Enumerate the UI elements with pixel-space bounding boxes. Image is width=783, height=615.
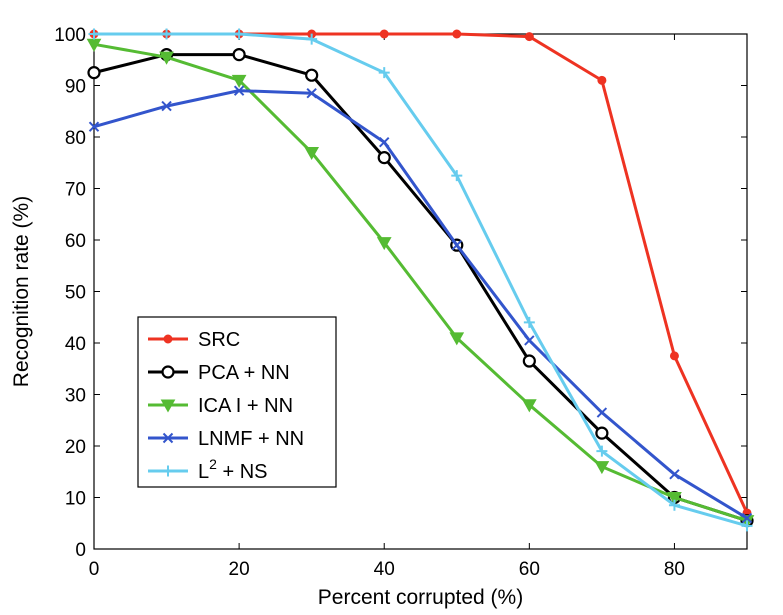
- data-point: [379, 136, 390, 148]
- legend-item: L2 + NS: [148, 456, 268, 483]
- data-point: [521, 399, 537, 413]
- data-point: [377, 151, 391, 165]
- series-line: [93, 53, 748, 523]
- legend-item: ICA I + NN: [148, 395, 293, 417]
- legend-marker: [160, 399, 176, 413]
- y-tick-label: 90: [65, 77, 86, 98]
- data-point: [596, 407, 608, 418]
- series-line: [93, 42, 748, 523]
- axes: 0 20 40 60 80 0 10 20 30 40 50 60 70 80 90 100: [54, 25, 748, 580]
- data-point: [376, 237, 392, 251]
- legend-marker: [161, 365, 175, 379]
- y-tick-label: 30: [65, 386, 86, 407]
- data-point: [451, 239, 462, 251]
- legend-label: LNMF + NN: [198, 428, 304, 450]
- legend-item: LNMF + NN: [148, 428, 304, 450]
- legend-label: PCA + NN: [198, 362, 290, 384]
- x-tick-label: 0: [89, 559, 100, 580]
- data-point: [159, 51, 174, 65]
- series-line: [94, 32, 748, 528]
- y-axis-label: Recognition rate (%): [10, 196, 33, 387]
- data-point: [449, 332, 465, 346]
- legend-item: PCA + NN: [148, 362, 290, 384]
- data-point: [594, 461, 610, 475]
- series-3: [88, 85, 753, 524]
- data-point: [741, 520, 753, 532]
- y-tick-label: 40: [65, 334, 86, 355]
- y-tick-label: 50: [65, 283, 86, 304]
- legend-item: SRC: [148, 329, 240, 351]
- data-point: [597, 75, 607, 85]
- data-point: [451, 170, 463, 182]
- data-point: [522, 354, 536, 368]
- data-point: [305, 68, 319, 82]
- data-point: [668, 499, 680, 511]
- legend-label: ICA I + NN: [198, 395, 293, 417]
- y-tick-label: 80: [65, 128, 86, 149]
- data-point: [452, 29, 462, 39]
- data-point: [231, 74, 247, 88]
- y-tick-label: 100: [54, 25, 86, 46]
- data-point: [669, 469, 680, 480]
- data-point: [233, 85, 245, 96]
- data-point: [669, 351, 679, 361]
- legend-marker: [163, 334, 173, 344]
- y-tick-label: 70: [65, 180, 86, 201]
- legend-marker: [162, 465, 174, 477]
- data-point: [304, 146, 320, 160]
- data-point: [233, 28, 245, 40]
- data-point: [232, 47, 246, 62]
- legend-box: [137, 316, 337, 488]
- data-point: [161, 28, 173, 40]
- data-point: [88, 28, 100, 40]
- x-tick-label: 60: [519, 559, 540, 580]
- series-4: [88, 28, 753, 532]
- data-point: [378, 67, 390, 79]
- series-line: [93, 89, 748, 520]
- data-point: [595, 426, 609, 440]
- data-point: [88, 121, 100, 132]
- y-tick-label: 60: [65, 231, 86, 252]
- x-tick-label: 80: [664, 559, 685, 580]
- data-point: [524, 335, 535, 346]
- data-point: [667, 492, 682, 506]
- x-axis-label: Percent corrupted (%): [318, 586, 523, 609]
- legend: SRC PCA + NN ICA I + NN LNMF + NN L2 + NS: [137, 316, 337, 488]
- series-group: [86, 28, 755, 532]
- data-point: [87, 66, 101, 80]
- data-point: [523, 316, 535, 328]
- data-point: [379, 29, 389, 39]
- x-tick-label: 40: [374, 559, 395, 580]
- y-tick-label: 20: [65, 437, 86, 458]
- data-point: [741, 512, 753, 524]
- x-tick-label: 20: [229, 559, 250, 580]
- y-tick-label: 0: [75, 540, 86, 561]
- data-point: [161, 100, 172, 112]
- legend-label: SRC: [198, 329, 240, 351]
- legend-marker: [162, 432, 174, 444]
- data-point: [306, 33, 318, 45]
- legend-label: L2 + NS: [198, 456, 268, 483]
- data-point: [596, 445, 608, 457]
- data-point: [524, 32, 534, 42]
- data-point: [306, 88, 317, 99]
- y-tick-label: 10: [65, 489, 86, 510]
